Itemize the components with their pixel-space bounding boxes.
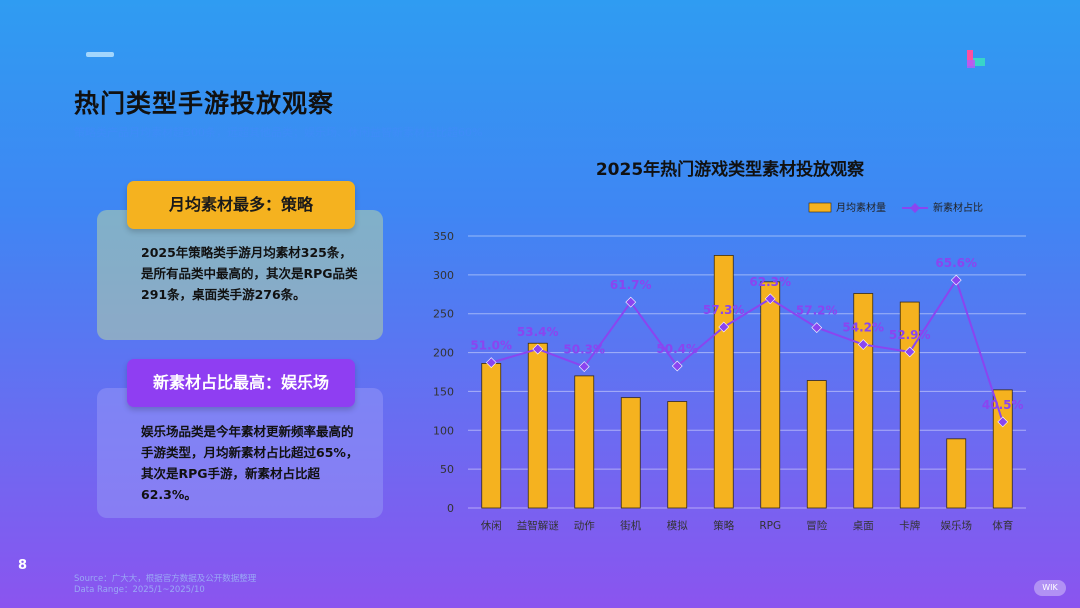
- data-label: 53.4%: [517, 325, 559, 339]
- data-label: 65.6%: [935, 256, 977, 270]
- data-label: 54.2%: [842, 321, 884, 335]
- bar: [899, 301, 920, 509]
- y-tick-label: 150: [433, 385, 454, 398]
- source-line: Source：广大大，根据官方数据及公开数据整理: [74, 574, 257, 584]
- bar: [992, 389, 1013, 509]
- bar: [574, 375, 595, 509]
- line-point: [857, 339, 869, 350]
- line-point: [811, 322, 823, 333]
- x-tick-label: 冒险: [806, 519, 827, 532]
- x-tick-label: 体育: [992, 519, 1013, 532]
- bar: [481, 363, 502, 509]
- date-range-line: Data Range：2025/1~2025/10: [74, 585, 205, 595]
- bar: [667, 401, 688, 509]
- line-point: [950, 274, 962, 286]
- line-point: [904, 346, 916, 358]
- y-tick-label: 200: [433, 347, 454, 360]
- insight-badge-strategy: 月均素材最多：策略: [127, 181, 355, 229]
- x-tick-label: 卡牌: [899, 519, 920, 532]
- data-label: 51.0%: [470, 339, 512, 353]
- line-point: [997, 416, 1009, 428]
- page-subtitle: 策略类产品月均素材超300条，远超其他品类；娱乐场、休闲益智新素材占比超60%: [74, 126, 483, 139]
- x-tick-label: 街机: [620, 519, 641, 532]
- x-tick-label: 桌面: [853, 519, 874, 532]
- line-point: [625, 296, 637, 308]
- data-label: 40.5%: [982, 398, 1024, 412]
- data-label: 61.7%: [610, 278, 652, 292]
- bar: [853, 293, 874, 509]
- line-series: [490, 277, 1004, 423]
- legend-marker: [910, 203, 920, 213]
- x-tick-label: 策略: [713, 519, 734, 532]
- line-point: [764, 293, 776, 305]
- insight-card-casino: [97, 388, 383, 518]
- line-point: [671, 360, 683, 372]
- x-tick-label: 动作: [574, 520, 595, 532]
- bar: [620, 397, 641, 509]
- data-label: 57.3%: [703, 303, 745, 317]
- x-tick-label: 娱乐场: [941, 519, 973, 532]
- chart-title: 2025年热门游戏类型素材投放观察: [595, 160, 865, 180]
- x-tick-label: RPG: [759, 520, 781, 532]
- line-point: [532, 343, 544, 355]
- x-tick-label: 益智解谜: [517, 519, 559, 532]
- page-number: 8: [18, 558, 28, 573]
- insight-text-casino: 娱乐场品类是今年素材更新频率最高的手游类型，月均新素材占比超过65%，其次是RP…: [141, 424, 359, 502]
- legend-swatch-bar: [808, 202, 832, 213]
- page-title: 热门类型手游投放观察: [74, 89, 335, 118]
- legend-label: 新素材占比: [933, 201, 983, 214]
- y-tick-label: 250: [433, 308, 454, 321]
- brand-logo-icon: [967, 50, 985, 68]
- data-label: 52.9%: [889, 328, 931, 342]
- line-point: [718, 321, 730, 333]
- source-note: Source：广大大，根据官方数据及公开数据整理 Data Range：2025…: [74, 574, 256, 596]
- watermark-badge: WIK: [1034, 580, 1066, 596]
- bar-line-chart: 0 50 100 150 200 250 300 350 休闲 益智解谜 动作 街机 模拟 策略 RPG 冒险…: [433, 201, 1026, 532]
- insight-card-strategy: [97, 210, 383, 340]
- data-label: 57.2%: [796, 304, 838, 318]
- decorative-stripe: [86, 52, 114, 57]
- line-point: [485, 357, 497, 368]
- insight-badge-casino: 新素材占比最高：娱乐场: [127, 359, 355, 407]
- data-label: 62.3%: [749, 275, 791, 289]
- bar: [527, 342, 548, 509]
- x-tick-label: 模拟: [667, 519, 688, 532]
- data-label: 50.4%: [656, 342, 698, 356]
- legend-label: 月均素材量: [836, 201, 886, 214]
- y-tick-label: 300: [433, 269, 454, 282]
- data-label: 50.3%: [563, 343, 605, 357]
- bar: [760, 281, 781, 509]
- y-tick-label: 50: [440, 463, 454, 476]
- line-point: [578, 361, 590, 372]
- bar: [946, 438, 967, 509]
- y-tick-label: 0: [447, 502, 454, 515]
- insight-text-strategy: 2025年策略类手游月均素材325条，是所有品类中最高的，其次是RPG品类291…: [141, 245, 358, 302]
- x-tick-label: 休闲: [481, 519, 502, 532]
- bar: [713, 255, 734, 509]
- bar: [806, 380, 827, 509]
- y-tick-label: 350: [433, 230, 454, 243]
- y-tick-label: 100: [433, 424, 454, 437]
